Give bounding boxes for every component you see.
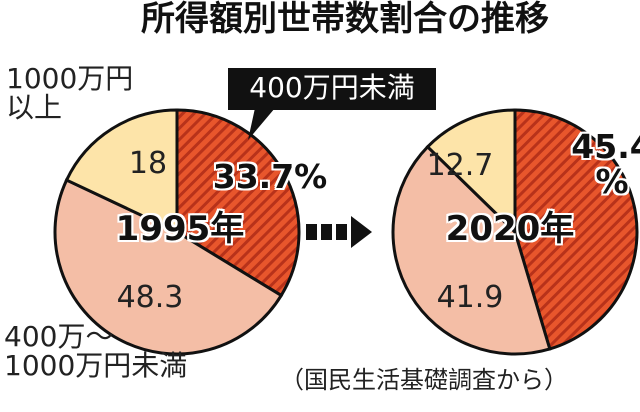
value-label: 48.3 [116,280,184,315]
arrow [306,216,372,248]
category-label: 1000万円 以上 [6,62,134,125]
center-label: 2020年 [445,209,575,249]
value-label: 18 [128,146,168,181]
pie-slice [425,108,517,236]
callout-box [228,68,436,110]
value-label: 45.4 % [571,127,640,201]
pie-slice [391,144,552,356]
chart-title: 所得額別世帯数割合の推移 [141,0,549,39]
category-label: 400万～ 1000万円未満 [4,320,188,383]
callout-pointer [248,108,275,140]
value-label: 41.9 [436,280,504,315]
pie-slice [513,108,639,351]
center-label: 1995年 [115,209,245,249]
pie-slice [64,108,179,235]
value-label: 33.7% [212,157,328,196]
pie-slice [53,178,284,356]
value-label: 12.7 [426,148,494,183]
category-label: 400万円未満 [249,71,415,104]
source-note: （国民生活基礎調査から） [280,366,568,394]
